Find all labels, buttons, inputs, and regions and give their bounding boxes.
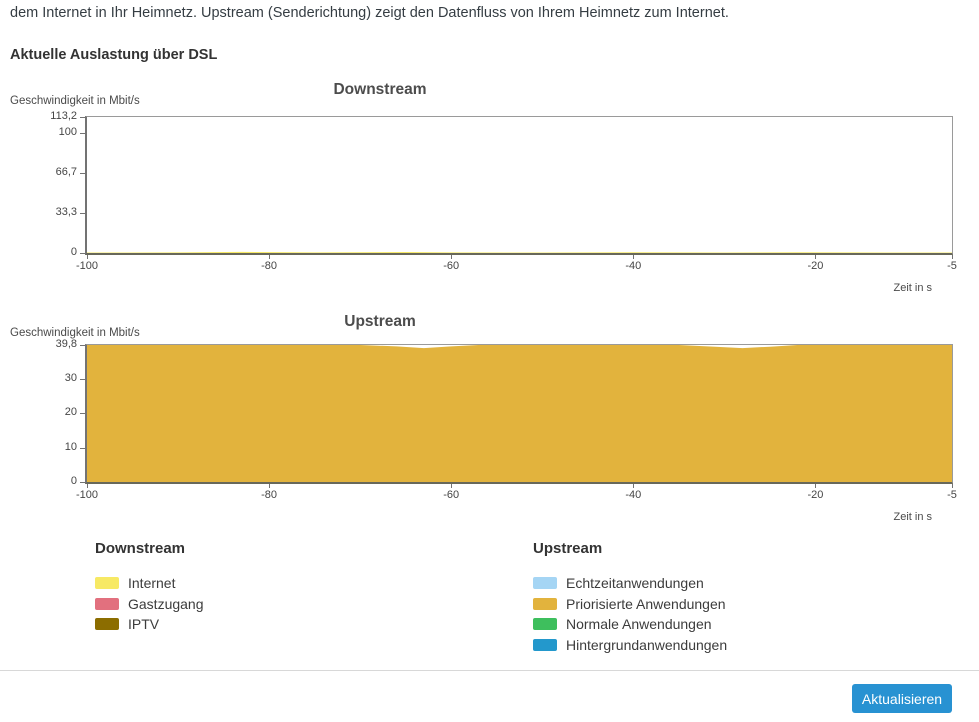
legend-item-normale-anwendungen: Normale Anwendungen [533, 614, 727, 635]
legend-title-downstream: Downstream [95, 540, 186, 557]
legend-item-priorisierte-anwendungen: Priorisierte Anwendungen [533, 594, 727, 615]
downstream-y-tick-mark [80, 212, 85, 214]
downstream-x-tick-label: -100 [75, 260, 99, 272]
upstream-y-tick-mark [80, 345, 85, 346]
upstream-series-canvas [87, 345, 952, 482]
upstream-x-tick-label: -60 [443, 489, 460, 501]
legend-swatch-icon [533, 638, 557, 651]
legend-item-gastzugang: Gastzugang [95, 594, 204, 615]
upstream-x-tick-label: -5 [947, 489, 957, 501]
upstream-x-tick-label: -40 [625, 489, 642, 501]
downstream-y-tick-mark [80, 253, 85, 254]
downstream-series-area-internet [87, 251, 952, 253]
downstream-x-tick-mark [952, 255, 953, 259]
upstream-y-axis-unit-label: Geschwindigkeit in Mbit/s [10, 327, 140, 339]
upstream-y-tick-label: 10 [64, 440, 77, 453]
downstream-y-tick-mark [80, 132, 85, 134]
downstream-y-tick-mark [80, 172, 85, 174]
legend-item-label: Internet [128, 575, 176, 592]
upstream-x-tick-mark [952, 484, 953, 488]
legend-item-internet: Internet [95, 573, 204, 594]
downstream-x-axis-unit-label: Zeit in s [893, 282, 932, 294]
legend-item-label: IPTV [128, 616, 160, 633]
downstream-x-tick-mark [451, 255, 453, 259]
downstream-series-canvas [87, 251, 952, 253]
downstream-x-tick-mark [269, 255, 271, 259]
downstream-y-tick-label: 66,7 [55, 165, 77, 178]
upstream-x-tick-mark [451, 484, 453, 488]
downstream-x-tick-mark [633, 255, 635, 259]
downstream-x-tick-label: -20 [807, 260, 824, 272]
refresh-button[interactable]: Aktualisieren [852, 684, 952, 713]
legend-swatch-icon [533, 618, 557, 631]
legend-swatch-icon [533, 577, 557, 590]
downstream-x-tick-label: -80 [261, 260, 278, 272]
upstream-x-tick-mark [87, 484, 88, 488]
upstream-plot-area [85, 344, 953, 484]
legend-item-echtzeitanwendungen: Echtzeitanwendungen [533, 573, 727, 594]
upstream-y-tick-mark [80, 413, 85, 415]
upstream-x-tick-mark [815, 484, 817, 488]
upstream-x-tick-mark [269, 484, 271, 488]
downstream-y-tick-label: 33,3 [55, 205, 77, 218]
legend-item-iptv: IPTV [95, 614, 204, 635]
downstream-y-axis-unit-label: Geschwindigkeit in Mbit/s [10, 95, 140, 107]
upstream-y-tick-label: 0 [70, 475, 77, 487]
upstream-x-axis-unit-label: Zeit in s [893, 511, 932, 523]
legend-item-hintergrundanwendungen: Hintergrundanwendungen [533, 635, 727, 656]
legend-swatch-icon [533, 597, 557, 610]
legend-item-label: Priorisierte Anwendungen [566, 595, 726, 612]
legend-downstream: Downstream Internet Gastzugang IPTV [95, 540, 204, 635]
upstream-x-tick-label: -80 [261, 489, 278, 501]
legend-upstream: Upstream Echtzeitanwendungen Priorisierte … [533, 540, 727, 655]
downstream-y-tick-label: 113,2 [50, 110, 77, 122]
footer-bar: Aktualisieren [0, 670, 979, 722]
legend-swatch-icon [95, 618, 119, 631]
upstream-x-tick-label: -100 [75, 489, 99, 501]
intro-text: dem Internet in Ihr Heimnetz. Upstream (… [10, 5, 729, 21]
downstream-x-tick-label: -5 [947, 260, 957, 272]
downstream-x-tick-label: -40 [625, 260, 642, 272]
legend-swatch-icon [95, 577, 119, 590]
upstream-y-tick-mark [80, 482, 85, 483]
downstream-x-tick-mark [87, 255, 88, 259]
upstream-x-tick-mark [633, 484, 635, 488]
upstream-y-tick-label: 20 [64, 406, 77, 419]
section-title: Aktuelle Auslastung über DSL [10, 47, 218, 63]
upstream-y-tick-label: 39,8 [55, 338, 77, 350]
downstream-x-tick-mark [815, 255, 817, 259]
upstream-series-area-priorisierte-anwendungen [87, 345, 952, 482]
downstream-x-tick-label: -60 [443, 260, 460, 272]
legend-item-label: Normale Anwendungen [566, 616, 712, 633]
downstream-y-tick-mark [80, 117, 85, 118]
upstream-x-tick-label: -20 [807, 489, 824, 501]
downstream-chart-title: Downstream [333, 81, 427, 98]
legend-item-label: Hintergrundanwendungen [566, 636, 728, 653]
downstream-y-tick-label: 100 [58, 125, 77, 138]
legend-title-upstream: Upstream [533, 540, 603, 557]
downstream-y-tick-label: 0 [70, 246, 77, 258]
legend-item-label: Echtzeitanwendungen [566, 575, 704, 592]
legend-swatch-icon [95, 597, 119, 610]
upstream-y-tick-mark [80, 378, 85, 380]
upstream-y-tick-mark [80, 447, 85, 449]
downstream-plot-area [85, 116, 953, 255]
legend-item-label: Gastzugang [128, 595, 204, 612]
upstream-y-tick-label: 30 [64, 371, 77, 384]
upstream-chart-title: Upstream [344, 313, 416, 330]
